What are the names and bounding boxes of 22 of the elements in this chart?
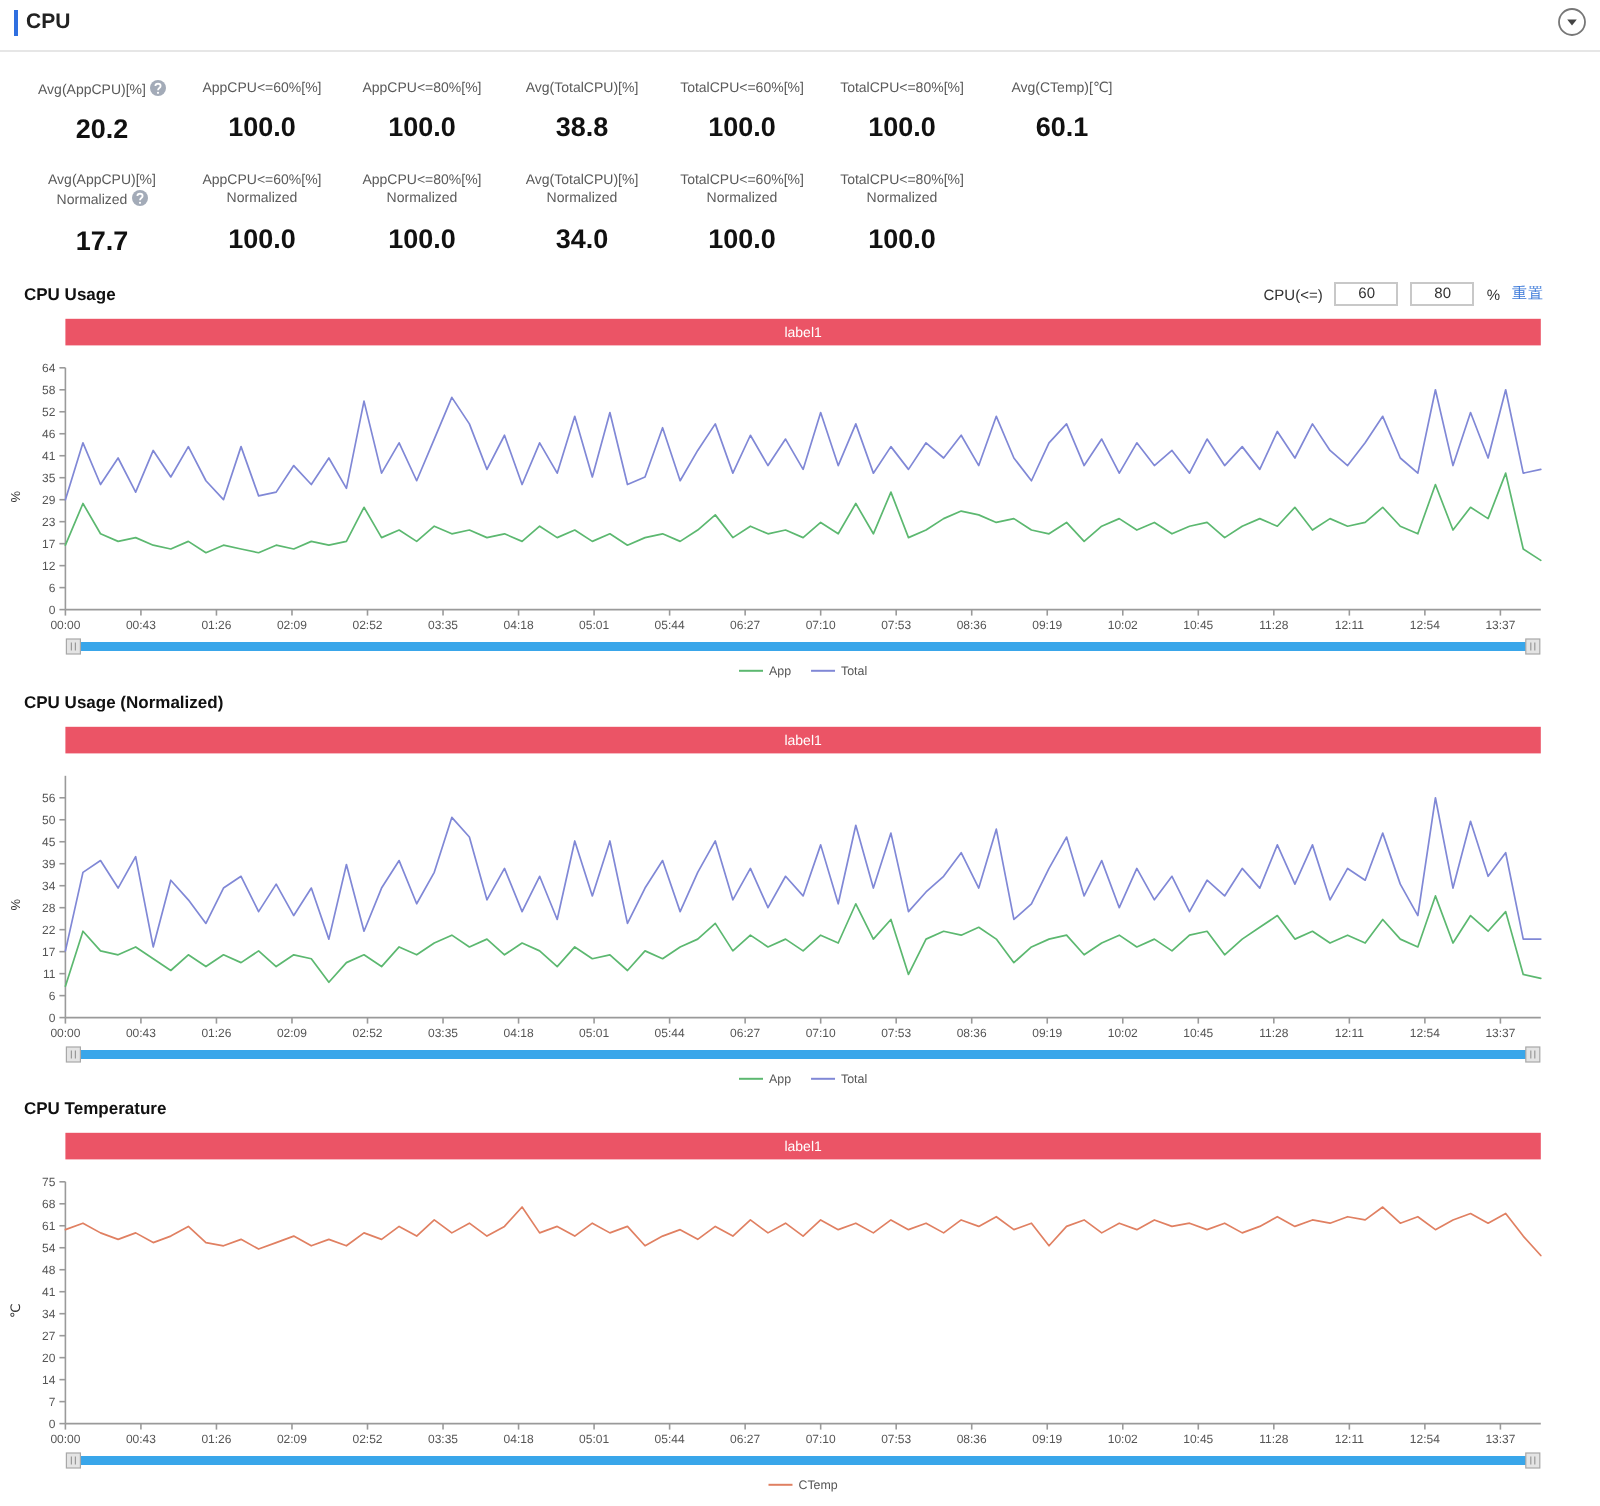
- chart-title: CPU Usage (Normalized): [24, 691, 224, 711]
- line-series: [64, 388, 1542, 501]
- text: 17.7: [75, 223, 129, 258]
- text: 38.8: [555, 110, 609, 144]
- text: 100.0: [228, 221, 296, 256]
- line-series: [64, 472, 1542, 562]
- line-series: [64, 795, 1542, 951]
- text: 100.0: [708, 221, 776, 256]
- line-series: [64, 1206, 1542, 1257]
- text: 100.0: [388, 110, 456, 144]
- text: 34.0: [555, 221, 609, 256]
- text: 100.0: [868, 110, 936, 144]
- line-series: [64, 894, 1542, 987]
- text: 20.2: [75, 112, 129, 146]
- text: 60.1: [1035, 110, 1089, 144]
- text: 100.0: [388, 221, 456, 256]
- text: 100.0: [708, 110, 776, 144]
- chart-title: CPU Temperature: [24, 1098, 167, 1118]
- text: CPU: [26, 10, 71, 34]
- text: 100.0: [868, 221, 936, 256]
- text: 100.0: [228, 110, 296, 144]
- chart-title: CPU Usage: [24, 284, 117, 304]
